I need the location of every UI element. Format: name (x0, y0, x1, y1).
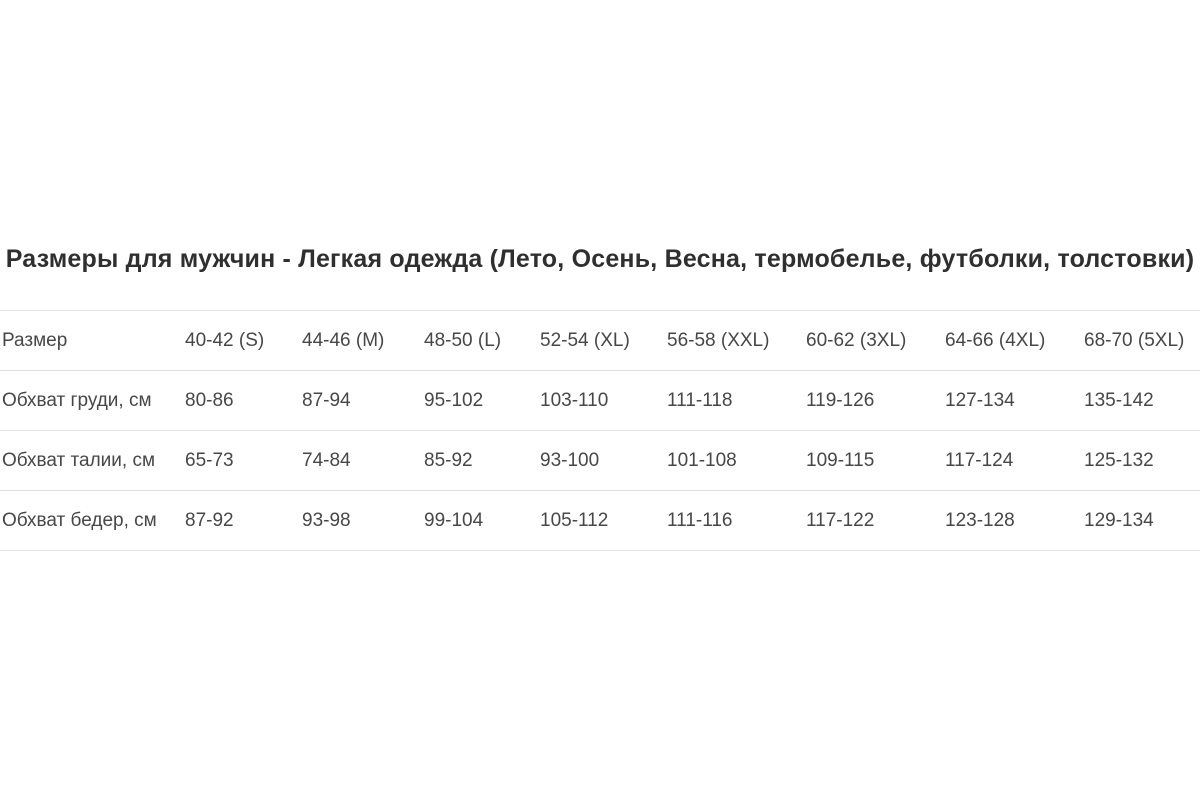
value-cell: 93-100 (540, 449, 600, 471)
value-cell: 95-102 (424, 389, 484, 411)
value-cell: 135-142 (1084, 389, 1154, 411)
value-cell: 129-134 (1084, 509, 1154, 531)
column-header-cell: 68-70 (5XL) (1084, 329, 1185, 351)
value-cell: 111-116 (667, 509, 733, 531)
value-cell: 125-132 (1084, 449, 1154, 471)
table-row-chest: Обхват груди, см 80-86 87-94 95-102 103-… (0, 370, 1200, 431)
value-cell: 123-128 (945, 509, 1015, 531)
value-cell: 99-104 (424, 509, 484, 531)
size-table-header-row: Размер 40-42 (S) 44-46 (M) 48-50 (L) 52-… (0, 310, 1200, 371)
column-header-size: Размер (2, 329, 68, 351)
value-cell: 117-124 (945, 449, 1014, 471)
value-cell: 74-84 (302, 449, 351, 471)
column-header-cell: 40-42 (S) (185, 329, 265, 351)
value-cell: 65-73 (185, 449, 234, 471)
column-header-cell: 44-46 (M) (302, 329, 385, 351)
value-cell: 111-118 (667, 389, 733, 411)
value-cell: 105-112 (540, 509, 609, 531)
value-cell: 87-94 (302, 389, 351, 411)
column-header-cell: 52-54 (XL) (540, 329, 630, 351)
table-row-hips: Обхват бедер, см 87-92 93-98 99-104 105-… (0, 490, 1200, 551)
column-header-cell: 64-66 (4XL) (945, 329, 1046, 351)
table-row-waist: Обхват талии, см 65-73 74-84 85-92 93-10… (0, 430, 1200, 491)
row-label-cell: Обхват груди, см (2, 389, 152, 411)
row-label-cell: Обхват бедер, см (2, 509, 157, 531)
column-header-cell: 48-50 (L) (424, 329, 502, 351)
value-cell: 85-92 (424, 449, 473, 471)
value-cell: 80-86 (185, 389, 234, 411)
value-cell: 117-122 (806, 509, 875, 531)
value-cell: 103-110 (540, 389, 609, 411)
column-header-cell: 56-58 (XXL) (667, 329, 770, 351)
page-title: Размеры для мужчин - Легкая одежда (Лето… (5, 245, 1195, 273)
value-cell: 119-126 (806, 389, 875, 411)
value-cell: 101-108 (667, 449, 737, 471)
row-label-cell: Обхват талии, см (2, 449, 156, 471)
value-cell: 127-134 (945, 389, 1015, 411)
value-cell: 87-92 (185, 509, 234, 531)
column-header-cell: 60-62 (3XL) (806, 329, 907, 351)
value-cell: 109-115 (806, 449, 875, 471)
size-table: Размер 40-42 (S) 44-46 (M) 48-50 (L) 52-… (0, 310, 1200, 551)
value-cell: 93-98 (302, 509, 351, 531)
